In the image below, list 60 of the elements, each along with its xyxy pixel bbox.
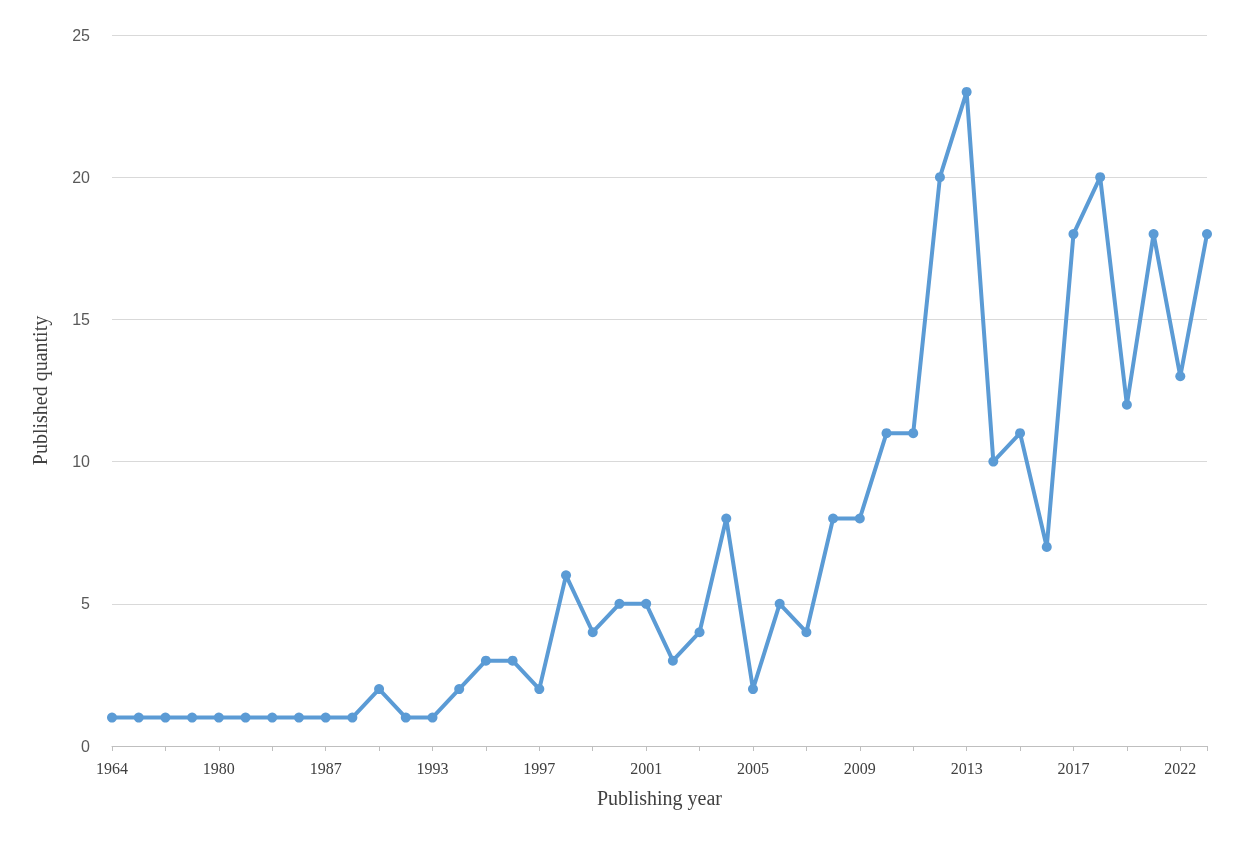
point: [988, 456, 999, 467]
point: [641, 598, 652, 609]
y-axis-title: Published quantity: [29, 315, 52, 466]
point: [721, 513, 732, 524]
point: [801, 627, 812, 638]
y-tick-label: 15: [72, 310, 91, 328]
point: [908, 428, 919, 439]
point: [293, 712, 304, 723]
x-tick-label: 1997: [523, 759, 556, 777]
x-tick-label: 1987: [309, 759, 342, 777]
point: [934, 172, 945, 183]
point: [747, 684, 758, 695]
point: [107, 712, 117, 723]
y-tick-label: 25: [72, 26, 91, 44]
point: [507, 655, 518, 666]
point: [961, 86, 972, 97]
point: [480, 655, 491, 666]
point: [240, 712, 251, 723]
point: [694, 627, 705, 638]
x-tick-label: 2013: [950, 759, 983, 777]
x-axis-title: Publishing year: [597, 787, 723, 810]
x-tick-label: 2001: [630, 759, 663, 777]
point: [1095, 172, 1106, 183]
point: [1041, 541, 1052, 552]
x-tick-label: 2022: [1164, 759, 1197, 777]
x-tick-label: 1993: [416, 759, 449, 777]
point: [374, 684, 385, 695]
point: [667, 655, 678, 666]
point: [828, 513, 839, 524]
point: [267, 712, 278, 723]
point: [1015, 428, 1026, 439]
point: [1148, 229, 1159, 240]
point: [454, 684, 465, 695]
point: [587, 627, 598, 638]
point: [427, 712, 438, 723]
x-tick-label: 2009: [843, 759, 876, 777]
point: [854, 513, 865, 524]
point: [213, 712, 224, 723]
x-tick-label: 1964: [96, 759, 128, 777]
point: [774, 598, 785, 609]
point: [614, 598, 625, 609]
point: [1121, 399, 1132, 410]
point: [1175, 371, 1186, 382]
point: [881, 428, 892, 439]
point: [1202, 229, 1212, 240]
y-tick-label: 10: [72, 453, 91, 471]
y-tick-label: 5: [81, 595, 91, 613]
y-tick-label: 0: [81, 737, 91, 755]
point: [400, 712, 411, 723]
x-tick-label: 1980: [202, 759, 235, 777]
point: [320, 712, 331, 723]
point: [1068, 229, 1079, 240]
point: [160, 712, 171, 723]
point: [534, 684, 545, 695]
point: [187, 712, 198, 723]
x-tick-label: 2017: [1057, 759, 1090, 777]
y-tick-label: 20: [72, 168, 91, 186]
point: [347, 712, 358, 723]
point: [133, 712, 144, 723]
x-tick-label: 2005: [736, 759, 769, 777]
